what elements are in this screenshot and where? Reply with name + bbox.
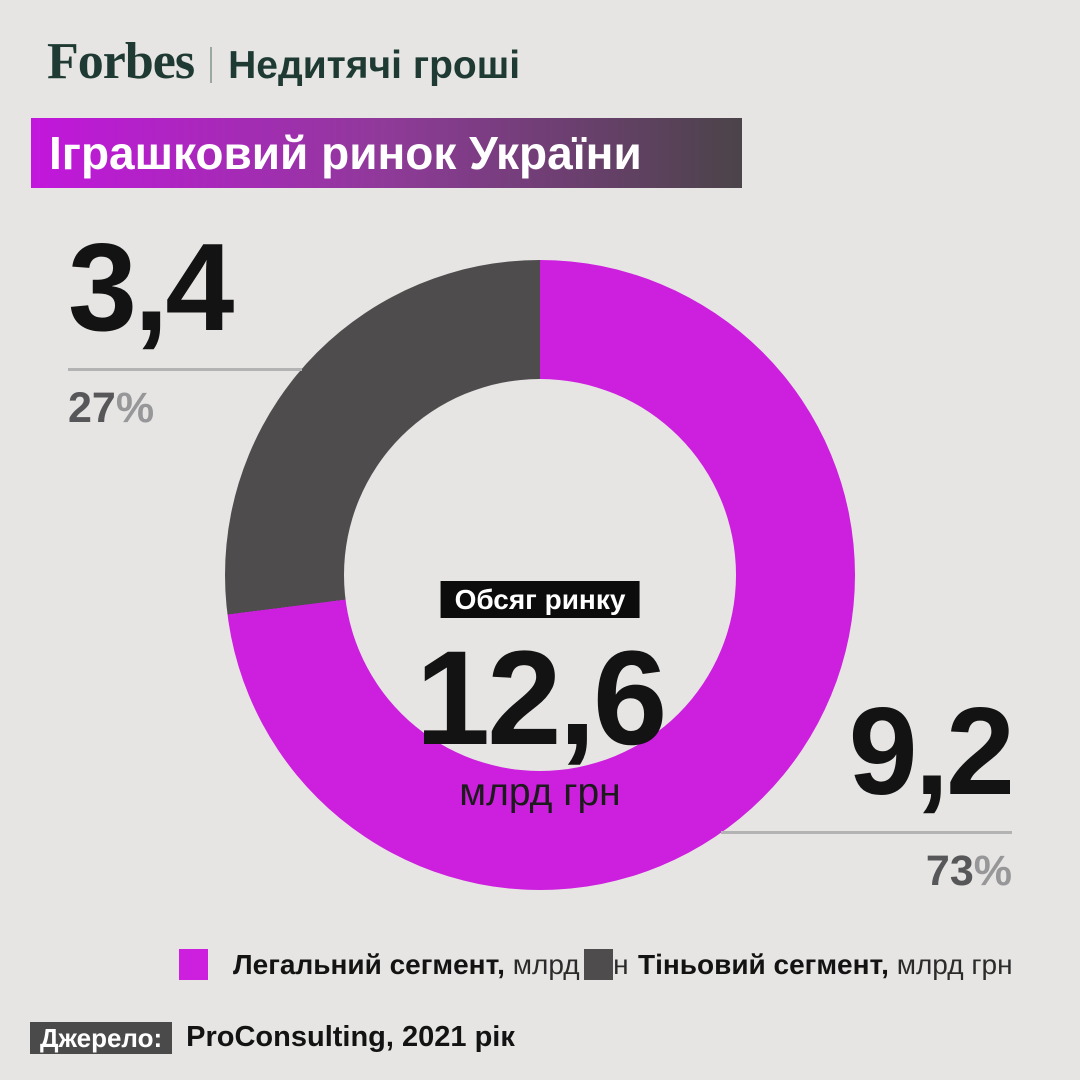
- callout-value-legal: 9,2: [848, 683, 1015, 821]
- forbes-logo: Forbes: [47, 33, 195, 90]
- source-badge: Джерело:: [30, 1021, 173, 1054]
- donut-ring: Обсяг ринку 12,6 млрд грн: [225, 260, 855, 890]
- legend-swatch-legal: [179, 949, 208, 980]
- percent-sign: %: [115, 384, 155, 432]
- legend-item-legal: Легальний сегмент, млрд грн: [179, 949, 629, 980]
- legend-label: Тіньовий сегмент,: [638, 949, 889, 980]
- percent-number: 27: [68, 384, 116, 432]
- callout-value-shadow: 3,4: [68, 219, 234, 357]
- callout-percent-shadow: 27%: [68, 384, 154, 432]
- center-value: 12,6: [415, 624, 668, 773]
- center-label-badge: Обсяг ринку: [440, 581, 640, 618]
- source-row: Джерело: ProConsulting, 2021 рік: [30, 1021, 515, 1054]
- rubric-title: Недитячі гроші: [228, 44, 521, 87]
- legend-unit: млрд грн: [896, 949, 1013, 980]
- masthead: Forbes Недитячі гроші: [47, 34, 520, 90]
- legend-item-shadow: Тіньовий сегмент, млрд грн: [584, 949, 1013, 980]
- percent-number: 73: [925, 847, 974, 895]
- callout-line-shadow: [68, 368, 302, 371]
- page-title: Іграшковий ринок України: [49, 127, 642, 179]
- percent-sign: %: [973, 847, 1012, 895]
- center-unit: млрд грн: [459, 771, 621, 814]
- legend-label: Легальний сегмент,: [233, 949, 505, 980]
- brand-separator: [210, 47, 213, 83]
- page-title-bar: Іграшковий ринок України: [31, 118, 742, 188]
- donut-hole: Обсяг ринку 12,6 млрд грн: [344, 379, 736, 814]
- legend-swatch-shadow: [584, 949, 613, 980]
- callout-line-legal: [721, 831, 1012, 834]
- callout-percent-legal: 73%: [926, 847, 1012, 895]
- source-text: ProConsulting, 2021 рік: [186, 1021, 515, 1053]
